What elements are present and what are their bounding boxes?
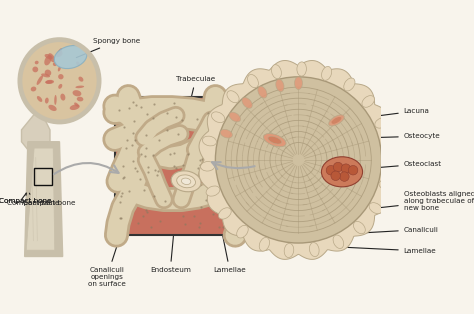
Ellipse shape	[331, 117, 341, 124]
Ellipse shape	[177, 175, 195, 188]
Ellipse shape	[79, 77, 83, 82]
Ellipse shape	[54, 46, 87, 68]
Ellipse shape	[310, 242, 319, 257]
Polygon shape	[25, 142, 63, 257]
Ellipse shape	[284, 243, 294, 257]
Ellipse shape	[202, 136, 217, 146]
Ellipse shape	[21, 41, 98, 120]
Ellipse shape	[333, 235, 344, 248]
Ellipse shape	[54, 95, 57, 105]
Text: Canaliculi
openings
on surface: Canaliculi openings on surface	[88, 206, 130, 287]
Ellipse shape	[58, 74, 64, 79]
Ellipse shape	[354, 221, 365, 234]
Ellipse shape	[220, 129, 232, 138]
Ellipse shape	[58, 66, 61, 71]
Text: Osteoclast: Osteoclast	[329, 161, 442, 171]
Ellipse shape	[297, 62, 306, 76]
Ellipse shape	[242, 97, 252, 108]
Ellipse shape	[70, 105, 80, 110]
Ellipse shape	[272, 65, 282, 78]
Ellipse shape	[182, 178, 191, 185]
Ellipse shape	[77, 97, 83, 101]
Ellipse shape	[56, 48, 62, 57]
Ellipse shape	[237, 225, 248, 238]
Circle shape	[215, 77, 382, 243]
Circle shape	[326, 165, 336, 175]
Ellipse shape	[56, 51, 63, 57]
Ellipse shape	[227, 91, 239, 103]
Ellipse shape	[35, 61, 38, 64]
Ellipse shape	[276, 79, 284, 92]
Ellipse shape	[53, 62, 57, 66]
Ellipse shape	[382, 143, 396, 152]
Text: Osteoblasts aligned
along trabeculae of
new bone: Osteoblasts aligned along trabeculae of …	[349, 191, 474, 211]
Text: Canaliculi: Canaliculi	[325, 227, 438, 235]
Ellipse shape	[31, 87, 36, 91]
Ellipse shape	[321, 157, 363, 187]
Ellipse shape	[258, 86, 267, 98]
Ellipse shape	[259, 237, 270, 251]
Polygon shape	[26, 148, 55, 250]
Ellipse shape	[268, 136, 282, 144]
Ellipse shape	[321, 67, 332, 80]
Bar	[115, 97, 254, 235]
Ellipse shape	[74, 102, 79, 107]
Ellipse shape	[328, 115, 344, 126]
Ellipse shape	[362, 95, 374, 107]
Text: Lacuna: Lacuna	[346, 108, 429, 120]
Text: Compact bone: Compact bone	[0, 193, 52, 204]
Ellipse shape	[219, 208, 231, 219]
Ellipse shape	[48, 105, 57, 111]
Ellipse shape	[383, 155, 397, 165]
Text: Osteocyte: Osteocyte	[287, 133, 440, 140]
Ellipse shape	[229, 112, 240, 122]
Ellipse shape	[369, 203, 382, 214]
Ellipse shape	[20, 40, 99, 122]
Ellipse shape	[75, 86, 84, 88]
Ellipse shape	[201, 161, 215, 171]
Ellipse shape	[32, 67, 38, 72]
Ellipse shape	[294, 77, 302, 89]
Text: Compact bone: Compact bone	[7, 193, 60, 206]
Text: Lamellae: Lamellae	[213, 214, 246, 273]
Ellipse shape	[41, 73, 50, 78]
Ellipse shape	[45, 98, 49, 104]
Text: Spongy bone: Spongy bone	[76, 38, 140, 57]
Ellipse shape	[73, 90, 82, 96]
Circle shape	[331, 171, 340, 181]
Ellipse shape	[344, 78, 355, 91]
Ellipse shape	[247, 74, 258, 88]
Ellipse shape	[46, 80, 54, 84]
Ellipse shape	[211, 112, 225, 122]
Ellipse shape	[44, 56, 51, 65]
Circle shape	[348, 165, 358, 175]
Ellipse shape	[76, 62, 80, 66]
Bar	[34, 168, 52, 185]
Ellipse shape	[46, 80, 53, 84]
Ellipse shape	[264, 133, 286, 147]
Text: Endosteum: Endosteum	[150, 188, 191, 273]
Ellipse shape	[45, 70, 51, 76]
Circle shape	[340, 172, 349, 181]
Circle shape	[341, 164, 351, 173]
Ellipse shape	[375, 118, 388, 128]
Text: Compact bone: Compact bone	[0, 198, 52, 204]
Ellipse shape	[37, 96, 42, 102]
Ellipse shape	[48, 53, 55, 62]
Ellipse shape	[36, 75, 43, 85]
Polygon shape	[199, 61, 398, 259]
Text: Compact bone: Compact bone	[23, 200, 75, 206]
Ellipse shape	[45, 54, 53, 59]
Polygon shape	[21, 112, 50, 150]
Ellipse shape	[60, 94, 65, 100]
Text: Lamellae: Lamellae	[309, 246, 437, 254]
Ellipse shape	[206, 186, 220, 196]
Ellipse shape	[379, 180, 393, 190]
Circle shape	[333, 162, 343, 172]
Ellipse shape	[58, 84, 62, 89]
Ellipse shape	[171, 171, 201, 192]
Text: Trabeculae: Trabeculae	[176, 76, 215, 110]
